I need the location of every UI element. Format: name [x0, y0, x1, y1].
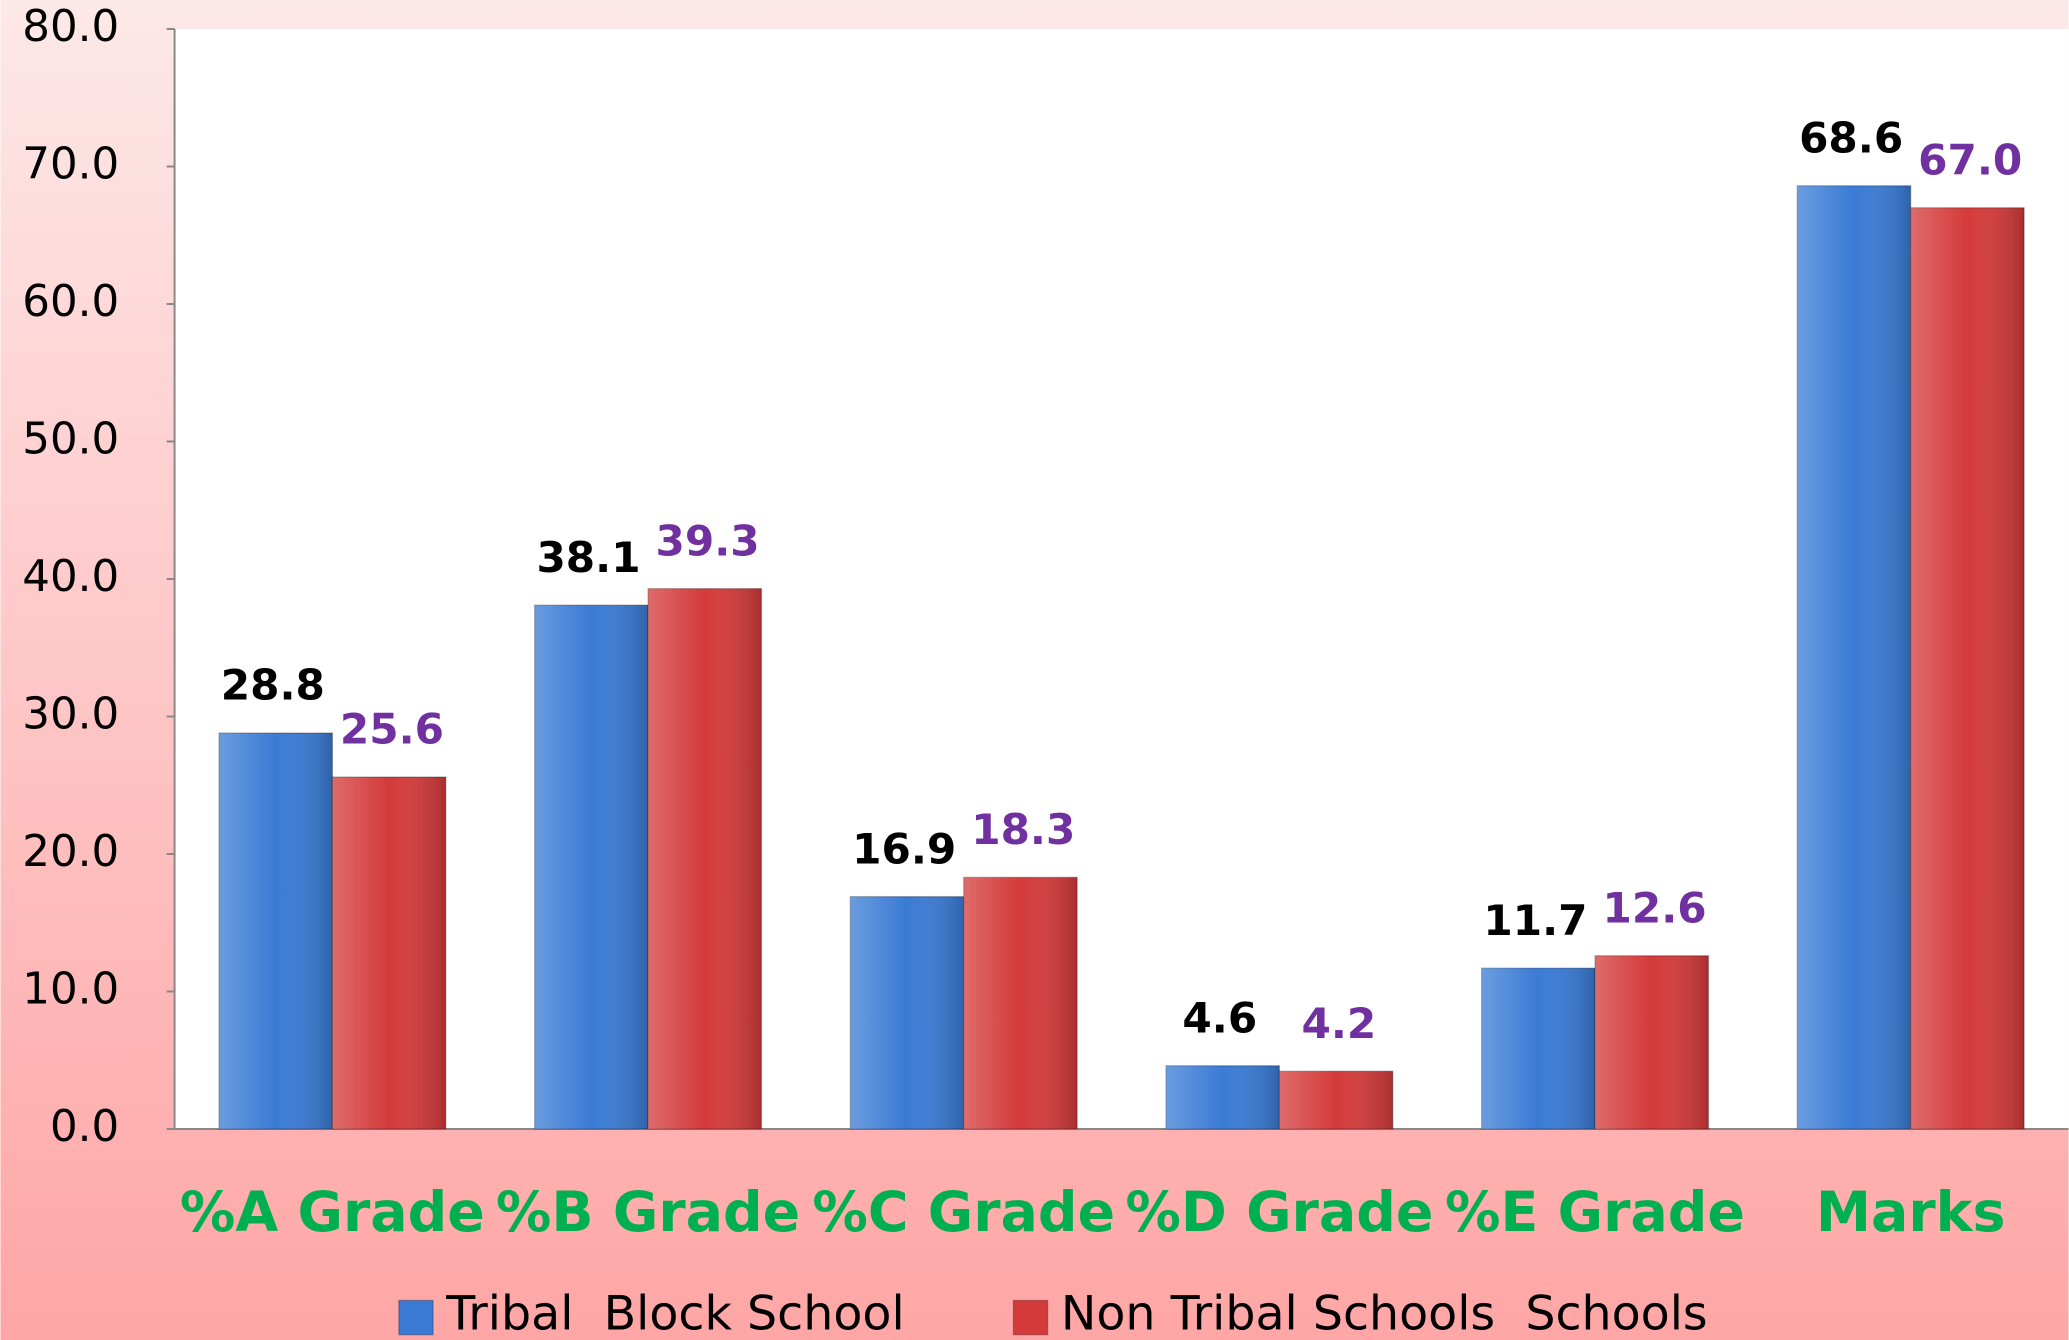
value-label: 12.6: [1603, 883, 1707, 932]
legend-swatch: [1012, 1299, 1049, 1336]
value-label: 39.3: [656, 516, 760, 565]
value-label: 4.6: [1182, 993, 1257, 1042]
bar-shade: [1910, 207, 2025, 1129]
value-label: 4.2: [1302, 999, 1377, 1048]
bar-shade: [218, 732, 333, 1129]
value-label: 11.7: [1483, 896, 1587, 945]
plot-area: [174, 29, 2069, 1129]
y-tick-label: 60.0: [22, 277, 119, 327]
bar-shade: [963, 877, 1078, 1129]
value-label: 28.8: [221, 661, 325, 710]
x-tick-label: %C Grade: [812, 1181, 1115, 1245]
legend-swatch: [398, 1299, 434, 1336]
y-tick-label: 50.0: [22, 415, 119, 465]
legend-label: Non Tribal Schools Schools: [1061, 1286, 1708, 1340]
bar-shade: [1165, 1065, 1280, 1129]
x-tick-label: %E Grade: [1445, 1181, 1745, 1245]
value-label: 38.1: [536, 533, 640, 582]
value-label: 18.3: [971, 805, 1075, 854]
x-tick-label: %A Grade: [180, 1181, 485, 1245]
bar-shade: [1481, 968, 1596, 1129]
y-tick-label: 30.0: [22, 689, 119, 739]
x-tick-label: %B Grade: [496, 1181, 800, 1245]
y-tick-label: 0.0: [50, 1102, 119, 1152]
y-tick-label: 70.0: [22, 140, 119, 190]
y-tick-label: 40.0: [22, 552, 119, 602]
bar-shade: [850, 896, 964, 1129]
value-label: 16.9: [852, 824, 956, 873]
bar-shade: [648, 588, 762, 1129]
bar-shade: [1797, 185, 1911, 1129]
bar-shade: [1279, 1071, 1393, 1129]
value-label: 68.6: [1799, 113, 1903, 162]
bar-shade: [534, 605, 649, 1129]
value-label: 25.6: [340, 705, 444, 754]
value-label: 67.0: [1918, 135, 2022, 184]
x-tick-label: %D Grade: [1125, 1181, 1433, 1245]
x-tick-label: Marks: [1816, 1181, 2006, 1245]
y-tick-label: 80.0: [22, 2, 119, 52]
y-tick-label: 20.0: [22, 827, 119, 877]
bar-shade: [1595, 955, 1709, 1129]
bar-shade: [332, 776, 446, 1129]
y-tick-label: 10.0: [22, 964, 119, 1014]
legend-label: Tribal Block School: [445, 1286, 904, 1340]
